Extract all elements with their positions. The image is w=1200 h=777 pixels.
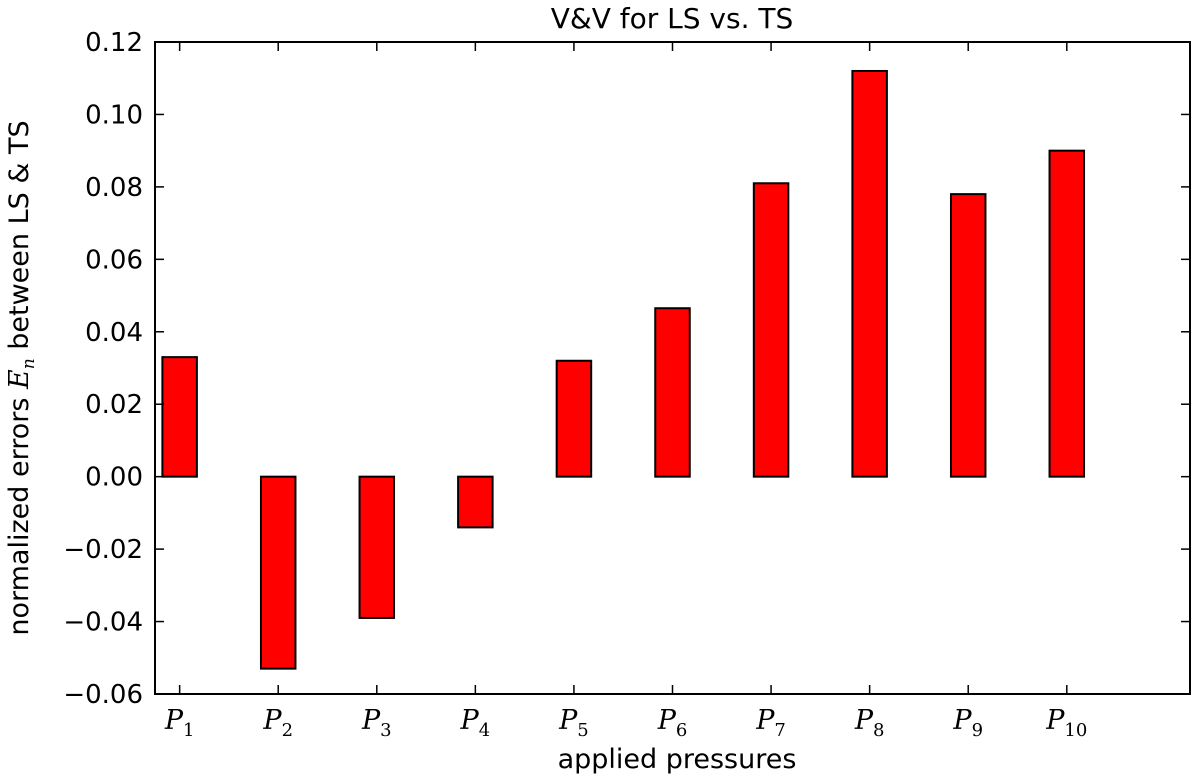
bar-p9 xyxy=(949,193,987,478)
x-tick-label: P10 xyxy=(1045,705,1087,741)
y-tick-label: −0.04 xyxy=(63,608,143,638)
bar-p7 xyxy=(752,182,790,478)
y-tick-label: 0.06 xyxy=(85,245,143,275)
bar-p2 xyxy=(259,475,297,670)
bars-layer xyxy=(161,69,1086,670)
y-tick-label: 0.00 xyxy=(85,463,143,493)
bar-p8 xyxy=(851,69,888,478)
x-axis-label: applied pressures xyxy=(558,744,797,775)
y-tick-label: 0.10 xyxy=(85,100,143,130)
bar-p4 xyxy=(457,475,494,529)
x-tick-label: P9 xyxy=(952,705,983,741)
x-axis-ticks: P1 P2 P3 P4 P5 P6 P7 P8 P9 P10 xyxy=(164,42,1087,741)
chart-title: V&V for LS vs. TS xyxy=(551,2,794,35)
y-tick-label: 0.04 xyxy=(85,318,143,348)
bar-p1 xyxy=(161,356,198,478)
x-tick-label: P8 xyxy=(854,705,885,741)
y-tick-label: −0.02 xyxy=(63,535,143,565)
y-tick-label: −0.06 xyxy=(63,680,143,710)
bar-p5 xyxy=(555,359,593,478)
bar-p10 xyxy=(1048,149,1086,478)
y-axis-label: normalized errors En between LS & TS xyxy=(4,120,39,635)
x-tick-label: P1 xyxy=(164,705,195,741)
bar-p3 xyxy=(358,475,396,619)
x-tick-label: P2 xyxy=(262,705,293,741)
x-tick-label: P7 xyxy=(755,705,786,741)
y-axis-ticks: −0.06 −0.04 −0.02 0.00 0.02 0.04 0.06 0.08 0.10 0… xyxy=(63,28,1190,710)
y-tick-label: 0.12 xyxy=(85,28,143,58)
x-tick-label: P6 xyxy=(657,705,688,741)
x-tick-label: P3 xyxy=(361,705,392,741)
y-tick-label: 0.02 xyxy=(85,390,143,420)
x-tick-label: P4 xyxy=(460,705,491,741)
y-tick-label: 0.08 xyxy=(85,173,143,203)
bar-p6 xyxy=(654,307,691,478)
x-tick-label: P5 xyxy=(558,705,589,741)
